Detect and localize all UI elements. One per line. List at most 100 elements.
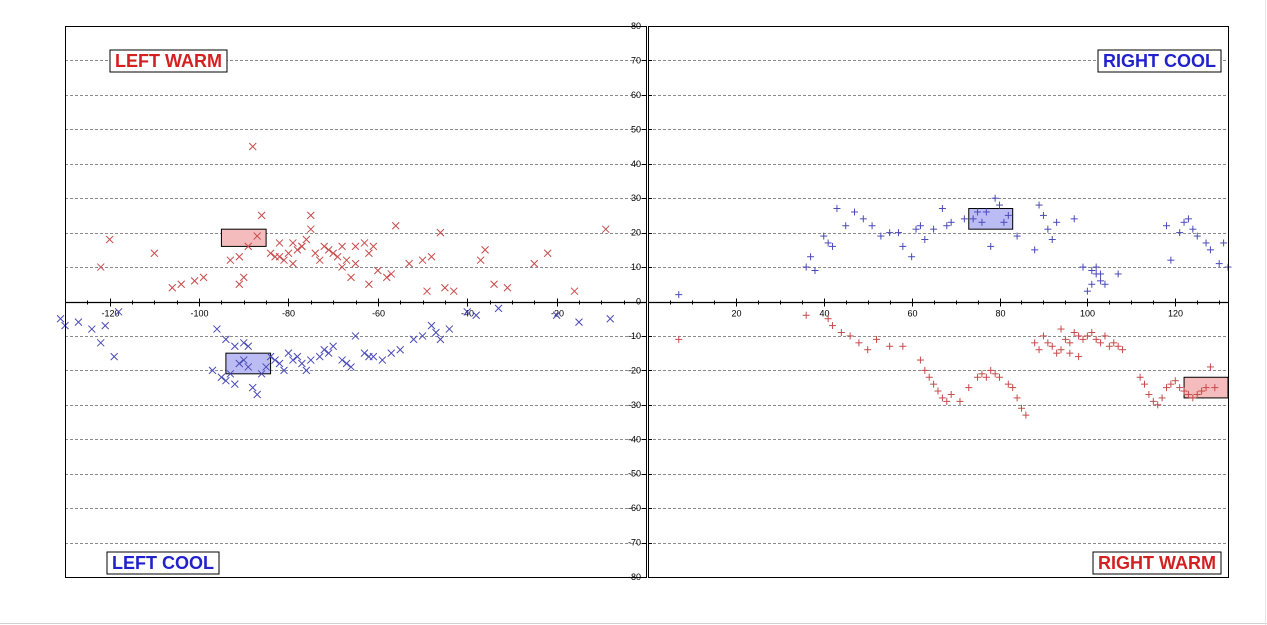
x-tick-label: -60 xyxy=(372,309,385,319)
data-point-x-cool xyxy=(338,356,346,364)
data-point-plus-warm xyxy=(824,315,832,323)
data-point-x-warm xyxy=(150,249,159,258)
data-point-plus-warm xyxy=(1053,349,1061,357)
quadrant-label-box xyxy=(106,551,220,575)
quadrant-label-text: RIGHT COOL xyxy=(1103,51,1216,71)
data-point-plus-warm xyxy=(1110,339,1118,347)
y-tick-label: 60 xyxy=(631,90,641,100)
data-point-x-cool xyxy=(396,345,405,354)
data-point-plus-cool xyxy=(947,218,955,226)
data-point-x-warm xyxy=(257,211,266,220)
data-point-x-warm xyxy=(418,256,427,265)
data-point-x-cool xyxy=(87,325,96,333)
data-point-x-cool xyxy=(101,321,110,330)
data-point-x-warm xyxy=(320,242,329,251)
data-point-x-cool xyxy=(96,338,105,347)
data-point-x-cool xyxy=(418,332,427,340)
data-point-plus-warm xyxy=(1009,384,1017,392)
data-point-x-warm xyxy=(226,256,235,265)
data-point-plus-warm xyxy=(1013,394,1021,402)
data-point-x-cool xyxy=(253,390,262,399)
quadrant-label-box xyxy=(1097,49,1222,73)
grid-lines xyxy=(65,60,1228,544)
data-point-plus-cool xyxy=(1035,201,1043,209)
data-point-plus-warm xyxy=(886,342,894,350)
data-point-plus-cool xyxy=(1097,270,1105,278)
data-point-plus-warm xyxy=(1061,335,1069,343)
data-point-plus-cool xyxy=(982,208,990,216)
data-point-x-warm xyxy=(275,252,284,261)
data-point-plus-cool xyxy=(960,215,968,223)
data-point-plus-cool xyxy=(1000,218,1008,226)
data-point-plus-warm xyxy=(1022,411,1030,419)
data-point-x-warm xyxy=(436,228,445,237)
quadrant-label-text: RIGHT WARM xyxy=(1098,553,1216,573)
x-tick-label: -20 xyxy=(551,309,564,319)
data-point-x-cool xyxy=(289,356,297,364)
data-point-plus-cool xyxy=(1044,225,1052,233)
data-point-plus-cool xyxy=(1070,215,1078,223)
data-point-plus-warm xyxy=(1048,342,1056,350)
data-point-plus-cool xyxy=(894,229,902,237)
data-point-plus-cool xyxy=(1048,236,1056,244)
data-point-x-warm xyxy=(302,235,311,244)
data-point-plus-warm xyxy=(899,342,907,350)
data-point-plus-warm xyxy=(1189,394,1197,402)
data-point-x-cool xyxy=(239,338,248,347)
data-point-x-cool xyxy=(226,369,235,378)
data-point-x-cool xyxy=(552,311,561,320)
data-point-x-warm xyxy=(168,283,177,292)
data-point-x-cool xyxy=(360,349,369,358)
data-point-plus-warm xyxy=(855,339,863,347)
data-point-plus-cool xyxy=(877,232,885,240)
data-point-plus-cool xyxy=(1004,211,1012,219)
quadrant-label-left-warm: LEFT WARM xyxy=(109,49,228,73)
data-point-plus-warm xyxy=(1105,342,1113,350)
data-point-x-cool xyxy=(213,325,221,333)
y-tick-label: 30 xyxy=(631,193,641,203)
data-point-plus-warm xyxy=(925,373,933,381)
quadrant-label-text: LEFT WARM xyxy=(115,51,222,71)
data-point-x-warm xyxy=(391,221,400,230)
data-point-plus-warm xyxy=(675,335,683,343)
data-point-x-cool xyxy=(280,366,288,375)
data-point-plus-cool xyxy=(1189,225,1197,233)
x-tick-label: 100 xyxy=(1080,309,1095,319)
data-point-plus-cool xyxy=(1180,218,1188,226)
quadrant-labels: LEFT WARM RIGHT COOL LEFT COOL RIGHT WARM xyxy=(106,49,1222,575)
data-point-x-warm xyxy=(306,211,315,220)
data-point-plus-cool xyxy=(859,215,867,223)
data-point-plus-cool xyxy=(912,225,920,233)
right-panel-frame xyxy=(648,26,1229,578)
data-point-plus-warm xyxy=(1035,346,1043,354)
data-point-x-warm xyxy=(601,225,610,234)
data-point-plus-cool xyxy=(824,239,832,247)
data-point-x-cool xyxy=(257,369,266,378)
left-panel-frame xyxy=(65,26,647,578)
data-point-plus-cool xyxy=(807,253,815,261)
data-point-x-cool xyxy=(320,345,329,354)
data-point-x-warm xyxy=(338,242,346,251)
data-point-x-warm xyxy=(373,266,382,275)
data-point-x-warm xyxy=(275,239,284,247)
data-point-plus-warm xyxy=(1171,377,1179,385)
data-point-plus-warm xyxy=(934,387,942,395)
data-point-plus-cool xyxy=(886,229,894,237)
data-point-x-warm xyxy=(570,287,579,296)
data-point-plus-warm xyxy=(1044,339,1052,347)
data-point-plus-cool xyxy=(1101,280,1109,288)
data-point-plus-warm xyxy=(1162,384,1170,392)
x-tick-label: 80 xyxy=(995,309,1005,319)
data-point-x-warm xyxy=(239,273,248,282)
data-point-plus-cool xyxy=(829,242,837,250)
data-point-x-warm xyxy=(253,232,262,240)
data-point-x-cool xyxy=(347,363,355,371)
data-point-x-cool xyxy=(463,307,472,316)
data-point-x-cool xyxy=(235,359,244,368)
data-point-plus-cool xyxy=(1184,215,1192,223)
highlight-box-cool xyxy=(968,208,1014,230)
data-point-plus-cool xyxy=(930,225,938,233)
data-point-x-warm xyxy=(311,249,320,258)
window-right-edge xyxy=(1265,0,1266,625)
quadrant-label-box xyxy=(109,49,228,73)
